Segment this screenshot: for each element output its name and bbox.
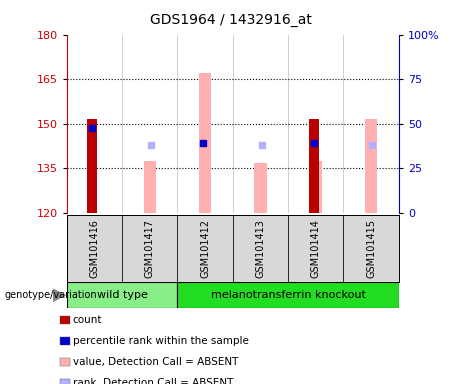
Text: genotype/variation: genotype/variation bbox=[5, 290, 97, 300]
Text: GDS1964 / 1432916_at: GDS1964 / 1432916_at bbox=[149, 13, 312, 27]
Bar bbox=[67, 282, 177, 308]
Bar bbox=[199, 73, 211, 213]
Bar bbox=[365, 119, 377, 213]
Text: GSM101417: GSM101417 bbox=[145, 219, 155, 278]
Bar bbox=[144, 161, 156, 213]
Bar bbox=[122, 215, 177, 282]
Bar bbox=[177, 282, 399, 308]
Bar bbox=[310, 161, 322, 213]
Bar bbox=[308, 119, 319, 213]
Text: value, Detection Call = ABSENT: value, Detection Call = ABSENT bbox=[73, 357, 238, 367]
Text: GSM101412: GSM101412 bbox=[200, 219, 210, 278]
Text: rank, Detection Call = ABSENT: rank, Detection Call = ABSENT bbox=[73, 378, 233, 384]
Text: melanotransferrin knockout: melanotransferrin knockout bbox=[211, 290, 366, 300]
Text: GSM101415: GSM101415 bbox=[366, 219, 376, 278]
Text: GSM101416: GSM101416 bbox=[89, 219, 100, 278]
Bar bbox=[254, 162, 266, 213]
Text: wild type: wild type bbox=[97, 290, 148, 300]
Bar bbox=[288, 215, 343, 282]
Text: GSM101413: GSM101413 bbox=[255, 219, 266, 278]
Text: count: count bbox=[73, 315, 102, 325]
Text: percentile rank within the sample: percentile rank within the sample bbox=[73, 336, 249, 346]
Bar bbox=[233, 215, 288, 282]
Bar bbox=[87, 119, 97, 213]
Bar bbox=[67, 215, 122, 282]
Polygon shape bbox=[53, 288, 66, 302]
Bar bbox=[177, 215, 233, 282]
Text: GSM101414: GSM101414 bbox=[311, 219, 321, 278]
Bar bbox=[343, 215, 399, 282]
